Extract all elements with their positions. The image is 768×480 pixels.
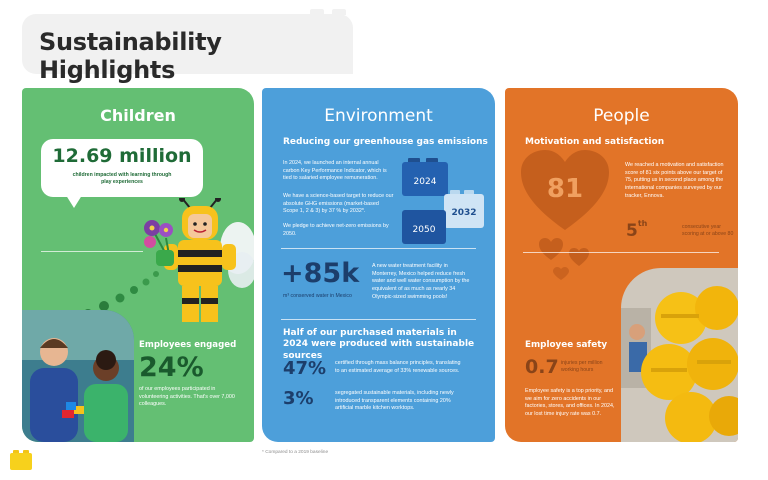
divider [523, 252, 719, 253]
brick-year-2050: 2050 [413, 225, 436, 235]
divider [281, 319, 476, 320]
safety-caption: injuries per million working hours [561, 360, 603, 374]
title-tab: Sustainability Highlights [22, 9, 353, 84]
motivation-heading: Motivation and satisfaction [525, 137, 665, 147]
heart-icon [521, 150, 609, 230]
divider [281, 248, 476, 249]
engaged-value: 24% [139, 352, 204, 383]
safety-value: 0.7 [525, 356, 559, 378]
rank-value: 5th [626, 219, 648, 241]
brick-year-2024: 2024 [414, 177, 437, 187]
page-title: Sustainability Highlights [39, 28, 222, 84]
safety-label: Employee safety [525, 340, 608, 350]
ghg-paragraph-1: In 2024, we launched an internal annual … [283, 160, 387, 182]
environment-title: Environment [324, 106, 433, 126]
material-1-value: 47% [283, 358, 327, 379]
bubble-tail [64, 192, 84, 208]
children-photo [22, 310, 134, 442]
brick-logo-icon [10, 450, 32, 470]
people-panel: People Motivation and satisfaction 81 We… [505, 88, 738, 442]
ghg-heading: Reducing our greenhouse gas emissions [283, 137, 488, 147]
bricks-icon: 2024 2032 2050 [402, 158, 484, 244]
environment-panel: Environment Reducing our greenhouse gas … [262, 88, 495, 442]
water-text: A new water treatment facility in Monter… [372, 263, 470, 300]
water-caption: m³ conserved water in Mexico [283, 293, 352, 299]
motivation-score: 81 [546, 174, 584, 204]
materials-heading: Half of our purchased materials in 2024 … [283, 328, 475, 361]
ghg-paragraph-2: We have a science-based target to reduce… [283, 193, 394, 215]
water-value: +85k [281, 258, 360, 289]
rank-caption: consecutive year scoring at or above 80 [682, 224, 734, 238]
footnote: * Compared to a 2019 baseline [262, 450, 329, 455]
people-title: People [593, 106, 650, 126]
engaged-caption: of our employees participated in volunte… [139, 386, 235, 408]
motivation-text: We reached a motivation and satisfaction… [625, 162, 724, 199]
material-1-text: certified through mass balance principle… [335, 360, 461, 374]
helmets-photo [621, 268, 738, 442]
bee-minifigure-icon [144, 198, 254, 322]
material-2-value: 3% [283, 388, 314, 409]
impact-bubble: 12.69 million children impacted with lea… [41, 139, 203, 197]
small-hearts-icon [539, 238, 589, 280]
children-panel: Children 12.69 million children impacted… [22, 88, 254, 442]
engaged-label: Employees engaged [139, 340, 237, 350]
brick-year-2032: 2032 [451, 208, 476, 218]
material-2-text: segregated sustainable materials, includ… [335, 390, 454, 412]
children-title: Children [100, 106, 176, 125]
ghg-paragraph-3: We pledge to achieve net-zero emissions … [283, 223, 389, 237]
impact-caption: children impacted with learning through … [72, 172, 172, 186]
divider [41, 251, 143, 252]
impact-value: 12.69 million [52, 145, 192, 167]
safety-text: Employee safety is a top priority, and w… [525, 388, 615, 418]
